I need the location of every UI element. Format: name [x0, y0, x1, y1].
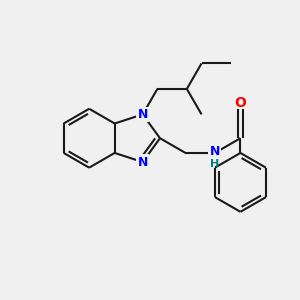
Text: O: O	[235, 96, 246, 110]
Text: H: H	[210, 159, 220, 169]
Text: N: N	[137, 108, 148, 121]
Text: N: N	[137, 155, 148, 169]
Text: N: N	[210, 145, 220, 158]
